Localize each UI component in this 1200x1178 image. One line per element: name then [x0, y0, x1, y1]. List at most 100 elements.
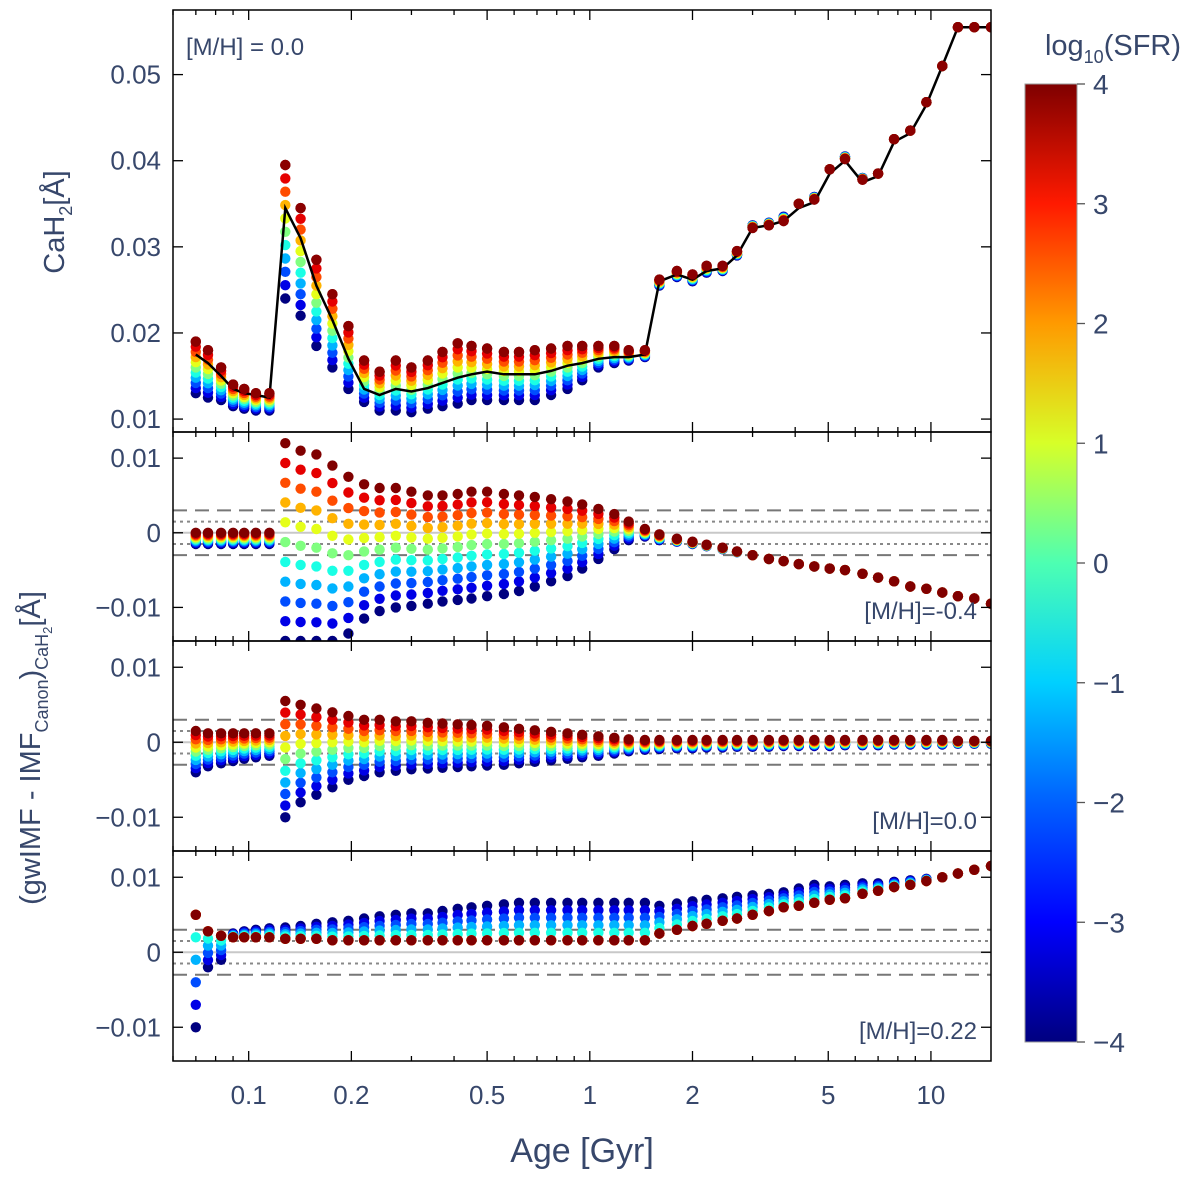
scatter-point: [778, 734, 789, 746]
scatter-point-top: [609, 340, 620, 352]
scatter-point: [280, 777, 291, 788]
scatter-point-top: [809, 194, 820, 205]
scatter-point: [295, 758, 306, 769]
x-tick-label: 0.2: [333, 1080, 369, 1110]
scatter-point: [343, 628, 354, 639]
scatter-point: [639, 935, 651, 946]
scatter-point: [452, 594, 463, 606]
scatter-point: [295, 797, 306, 808]
scatter-point: [280, 253, 291, 264]
panel-mh-minus-0-4: −0.01 0 0.01 [M/H]=-0.4: [95, 431, 992, 642]
scatter-point: [513, 920, 525, 931]
scatter-point: [327, 362, 338, 373]
scatter-point-top: [498, 346, 510, 358]
scatter-point: [295, 709, 306, 720]
scatter-point-top: [763, 220, 775, 231]
scatter-point: [452, 719, 463, 730]
scatter-point: [529, 581, 540, 592]
scatter-point: [311, 523, 322, 535]
scatter-point: [671, 924, 683, 935]
scatter-point: [311, 263, 322, 274]
scatter-point: [609, 920, 620, 931]
scatter-point: [452, 552, 463, 563]
scatter-point-top: [969, 22, 980, 33]
scatter-point: [202, 962, 214, 973]
scatter-point: [215, 527, 227, 538]
colorbar-tick-label: 2: [1093, 309, 1109, 340]
scatter-point: [343, 710, 354, 722]
y-tick-label: 0.01: [110, 652, 161, 682]
scatter-point: [406, 600, 417, 612]
scatter-point: [466, 593, 477, 604]
scatter-point: [390, 602, 401, 613]
scatter-point: [327, 583, 338, 594]
scatter-point: [311, 542, 322, 553]
scatter-point-top: [390, 355, 401, 366]
panel-annotation: [M/H] = 0.0: [186, 34, 304, 61]
scatter-point: [327, 744, 338, 755]
scatter-point: [545, 935, 557, 946]
scatter-point: [390, 542, 401, 553]
scatter-point: [327, 722, 338, 733]
scatter-point: [639, 927, 651, 938]
scatter-point: [327, 460, 338, 471]
scatter-point: [295, 616, 306, 628]
scatter-point: [280, 576, 291, 587]
scatter-point: [327, 935, 338, 946]
y-tick-label: 0: [147, 937, 161, 967]
scatter-point: [327, 635, 338, 641]
scatter-point: [937, 587, 948, 598]
x-tick-label: 0.1: [231, 1080, 267, 1110]
scatter-point: [577, 927, 588, 938]
scatter-point: [374, 544, 385, 555]
scatter-point: [422, 501, 433, 512]
scatter-point: [623, 927, 634, 938]
scatter-point-top: [888, 134, 900, 145]
scatter-point: [327, 618, 338, 629]
scatter-point: [562, 518, 573, 529]
scatter-point: [577, 935, 588, 946]
scatter-point: [311, 780, 322, 792]
scatter-point-top: [671, 265, 683, 277]
scatter-point: [358, 479, 370, 490]
scatter-point: [327, 707, 338, 718]
scatter-point: [529, 491, 540, 503]
scatter-point: [264, 728, 275, 739]
scatter-point: [390, 590, 401, 601]
scatter-point: [190, 1022, 201, 1033]
scatter-point: [190, 725, 201, 737]
scatter-point: [747, 550, 758, 561]
scatter-point: [921, 875, 932, 887]
scatter-point: [513, 576, 525, 587]
scatter-point: [295, 748, 306, 759]
scatter-point: [466, 719, 477, 731]
scatter-point: [481, 517, 493, 529]
scatter-point: [327, 332, 338, 344]
scatter-point: [343, 502, 354, 514]
y-axis-label-lower-sub1: Canon: [32, 679, 52, 732]
scatter-point: [529, 905, 540, 916]
scatter-point: [280, 596, 291, 607]
scatter-point: [498, 588, 510, 600]
scatter-point-top: [921, 97, 932, 108]
scatter-point: [671, 734, 683, 746]
scatter-point: [311, 711, 322, 723]
scatter-point-top: [793, 198, 804, 209]
scatter-point: [513, 509, 525, 520]
scatter-point: [406, 555, 417, 566]
scatter-point: [481, 559, 493, 571]
scatter-point: [701, 734, 712, 746]
scatter-point: [452, 499, 463, 510]
scatter-point: [311, 306, 322, 317]
scatter-point: [190, 977, 201, 988]
scatter-point: [593, 927, 604, 938]
scatter-point-top: [406, 362, 417, 373]
scatter-point: [327, 495, 338, 506]
scatter-point: [839, 734, 851, 746]
scatter-point: [623, 905, 634, 916]
scatter-point: [311, 449, 322, 460]
scatter-point: [311, 598, 322, 609]
scatter-point: [295, 289, 306, 300]
scatter-point: [793, 558, 804, 570]
scatter-point: [343, 612, 354, 624]
